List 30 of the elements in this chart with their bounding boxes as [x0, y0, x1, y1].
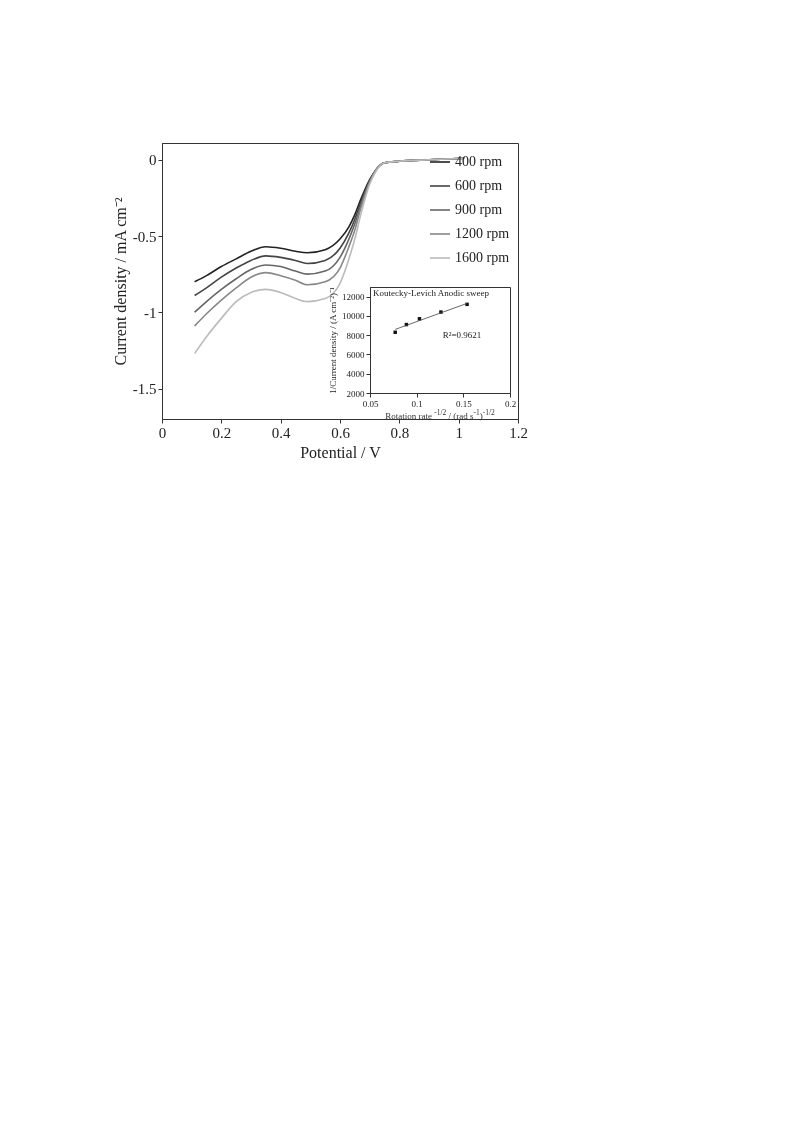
x-axis-title: Potential / V [300, 443, 382, 461]
y-tick-label: -0.5 [132, 228, 157, 245]
legend-label: 400 rpm [455, 154, 503, 169]
x-tick-label: 0.6 [331, 424, 351, 441]
y-tick-label: 2000 [346, 388, 365, 399]
x-tick-label: 0.2 [504, 398, 517, 409]
chart-title: Koutecky-Levich Anodic sweep [373, 288, 490, 298]
legend-label: 1200 rpm [455, 226, 510, 241]
y-tick-label: -1.5 [132, 381, 157, 397]
x-tick-label: 0.1 [411, 398, 423, 409]
y-tick-label: 8000 [346, 330, 365, 341]
y-tick-label: 0 [149, 152, 157, 169]
x-tick-label: 0.4 [271, 424, 292, 441]
y-tick-label: 6000 [346, 349, 365, 360]
y-tick-label: 4000 [346, 369, 365, 380]
y-axis-title: Current density / mA cm⁻² [111, 197, 130, 366]
legend-label: 900 rpm [455, 202, 503, 217]
y-axis-title: 1/Current density / (A cm⁻²)⁻¹ [328, 287, 338, 394]
x-tick-label: 0.15 [455, 398, 473, 409]
annotation: R²=0.9621 [442, 329, 482, 340]
x-tick-label: 1.2 [509, 424, 528, 441]
legend-label: 1600 rpm [455, 250, 510, 265]
x-tick-label: 0.05 [362, 398, 379, 409]
y-tick-label: 10000 [342, 311, 365, 322]
x-tick-label: 0.8 [390, 424, 410, 441]
x-tick-label: 1 [455, 424, 463, 441]
y-tick-label: 12000 [342, 292, 365, 303]
legend-label: 600 rpm [455, 178, 503, 193]
y-tick-label: -1 [144, 304, 157, 321]
x-tick-label: 0.2 [212, 424, 232, 441]
